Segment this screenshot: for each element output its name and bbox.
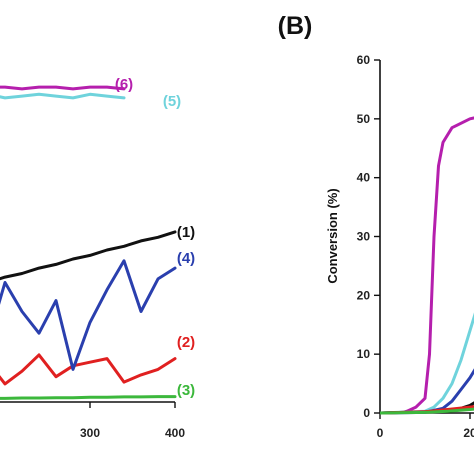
panel-b-y-tick-label: 40 (357, 171, 371, 185)
panel-b-x-tick-label: 20 (463, 426, 474, 440)
panel-a-chart: 300 400 (1) (2) (3) (4) (5) (6) (0, 76, 195, 440)
panel-a-series-line (0, 92, 126, 100)
panel-b-series-group (380, 116, 474, 415)
panel-a-series-line (0, 85, 126, 91)
panel-a-series-label: (4) (177, 250, 195, 267)
panel-a-x-tick-label: 400 (165, 426, 185, 440)
panel-a-series-line (0, 230, 177, 281)
panel-b-series-line (380, 368, 474, 415)
panel-a-series-line (0, 395, 177, 400)
panel-b-series-line (380, 312, 474, 415)
panel-b-series-line (380, 401, 474, 415)
panel-a-series-line (0, 259, 177, 371)
panel-b-series-line (380, 407, 474, 415)
panel-b-y-tick-label: 10 (357, 347, 371, 361)
panel-a-series-label: (5) (163, 93, 181, 110)
panel-a-series-label: (1) (177, 224, 195, 241)
panel-a-x-tick-label: 300 (80, 426, 100, 440)
panel-b-x-tick-label: 0 (377, 426, 384, 440)
panel-b-y-tick-label: 30 (357, 230, 371, 244)
panel-a-series-line (0, 353, 177, 386)
panel-b-y-axis-title: Conversion (%) (325, 188, 340, 283)
panel-b-chart: (B) Conversion (%) 0 10 20 30 40 50 60 0 20 (278, 12, 474, 440)
panel-b-y-tick-label: 60 (357, 53, 371, 67)
panel-a-series-label: (6) (115, 76, 133, 93)
panel-b-series-line (380, 116, 474, 415)
panel-b-label: (B) (278, 12, 313, 40)
panel-b-y-tick-label: 50 (357, 112, 371, 126)
panel-a-series-label: (3) (177, 382, 195, 399)
panel-b-y-tick-label: 20 (357, 288, 371, 302)
panel-b-y-tick-label: 0 (363, 406, 370, 420)
panel-a-series-label: (2) (177, 334, 195, 351)
